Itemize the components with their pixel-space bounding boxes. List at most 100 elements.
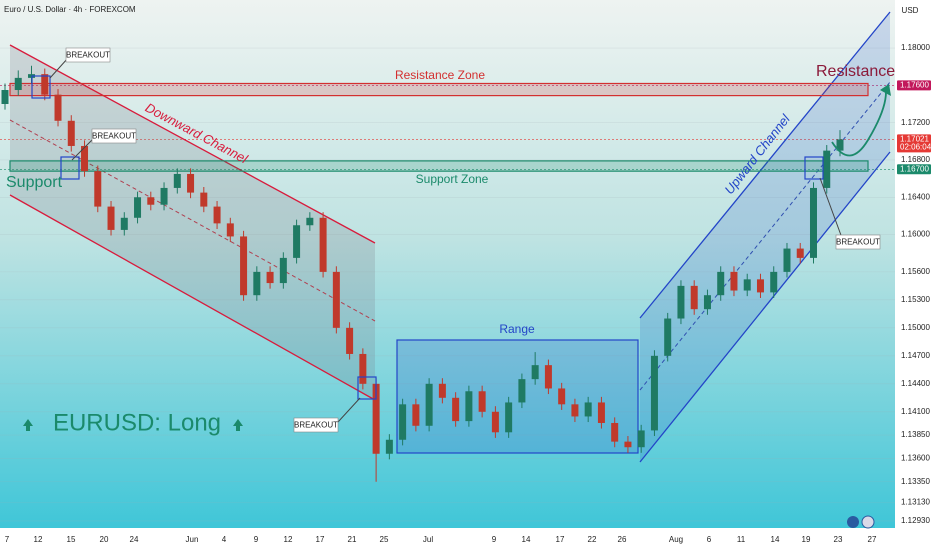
candle-body [266, 271, 274, 284]
candle-body [67, 120, 75, 146]
signal-label: EURUSD: Long [53, 409, 221, 436]
up-arrow [23, 419, 33, 431]
price-label: 1.17600 [900, 80, 929, 89]
candle-body [770, 271, 778, 293]
candle-body [120, 217, 128, 230]
y-tick-label: 1.13350 [901, 477, 930, 486]
x-tick-label: 6 [707, 535, 712, 544]
x-tick-label: 20 [100, 535, 109, 544]
x-tick-label: 12 [284, 535, 293, 544]
callout-box [835, 234, 881, 250]
candle-body [558, 388, 566, 405]
x-tick-label: 26 [618, 535, 627, 544]
candle-body [611, 422, 619, 442]
y-tick-label: 1.16800 [901, 155, 930, 164]
candle-body [505, 402, 513, 433]
candle-body [226, 223, 234, 237]
x-tick-label: 17 [556, 535, 565, 544]
candle-body [253, 271, 261, 296]
price-tag [897, 134, 931, 153]
channel-mid [639, 81, 891, 391]
y-tick-label: 1.17200 [901, 118, 930, 127]
candle-body [399, 404, 407, 440]
x-tick-label: 14 [771, 535, 780, 544]
candle-body [160, 187, 168, 205]
candle-body [637, 430, 645, 448]
candle-body [147, 197, 155, 205]
candle-body [717, 271, 725, 296]
candle-body [650, 355, 658, 431]
x-tick-label: 23 [834, 535, 843, 544]
candle-body [783, 248, 791, 272]
candle-body [187, 173, 195, 193]
breakout-box [31, 75, 51, 99]
candle-body [491, 411, 499, 433]
callout-box [91, 128, 137, 144]
y-tick-label: 1.18000 [901, 43, 930, 52]
callout-box [293, 417, 339, 433]
candle-body [823, 150, 831, 188]
y-tick-label: 1.13850 [901, 430, 930, 439]
x-tick-label: 15 [67, 535, 76, 544]
breakout-box [357, 376, 377, 400]
price-label: 1.16700 [900, 164, 929, 173]
y-tick-label: 1.15300 [901, 295, 930, 304]
x-tick-label: 12 [34, 535, 43, 544]
candle-body [372, 383, 380, 454]
candle-body [359, 353, 367, 384]
candle-body [478, 391, 486, 412]
breakout-box [60, 156, 80, 180]
y-tick-label: 1.14400 [901, 379, 930, 388]
candle-body [279, 257, 287, 284]
currency: USD [902, 6, 919, 15]
grid [0, 47, 895, 522]
channel-line [639, 11, 891, 319]
x-tick-label: 11 [737, 535, 746, 544]
price-tag [897, 164, 931, 175]
callout-line [49, 57, 69, 79]
candle-body [809, 187, 817, 258]
y-tick-label: 1.13600 [901, 454, 930, 463]
candle-body [425, 383, 433, 426]
channel-line [9, 194, 376, 401]
y-tick-label: 1.14700 [901, 351, 930, 360]
x-tick-label: 4 [222, 535, 227, 544]
zone [9, 160, 869, 172]
breakout-box [804, 156, 824, 180]
candle-body [173, 173, 181, 188]
price-label: 1.17021 [900, 134, 929, 143]
projection-arrow [831, 91, 887, 157]
candle-body [677, 285, 685, 319]
y-tick-label: 1.15600 [901, 267, 930, 276]
flag-icon [861, 515, 875, 529]
candle-body [597, 402, 605, 423]
callout-line [337, 397, 361, 423]
candle-body [81, 145, 89, 172]
x-tick-label: 9 [254, 535, 259, 544]
candle-body [213, 206, 221, 224]
breakout-label: BREAKOUT [92, 132, 136, 141]
flag-icon [847, 516, 859, 528]
zone-label: Support Zone [416, 172, 489, 186]
price-axis [895, 0, 932, 550]
candle-body [796, 248, 804, 258]
x-tick-label: 21 [348, 535, 357, 544]
candle-body [743, 279, 751, 291]
candle-body [690, 285, 698, 310]
x-tick-label: 9 [492, 535, 497, 544]
candle-body [293, 225, 301, 258]
breakout-label: BREAKOUT [66, 51, 110, 60]
x-tick-label: 24 [130, 535, 139, 544]
y-tick-label: 1.16400 [901, 192, 930, 201]
candle-body [1, 90, 9, 104]
support-label: Support [6, 174, 63, 191]
candle-body [94, 171, 102, 207]
candle-body [518, 379, 526, 403]
candle-body [664, 318, 672, 356]
candle-body [14, 77, 22, 91]
candle-body [756, 279, 764, 293]
zone [9, 82, 869, 97]
candle-body [703, 295, 711, 310]
